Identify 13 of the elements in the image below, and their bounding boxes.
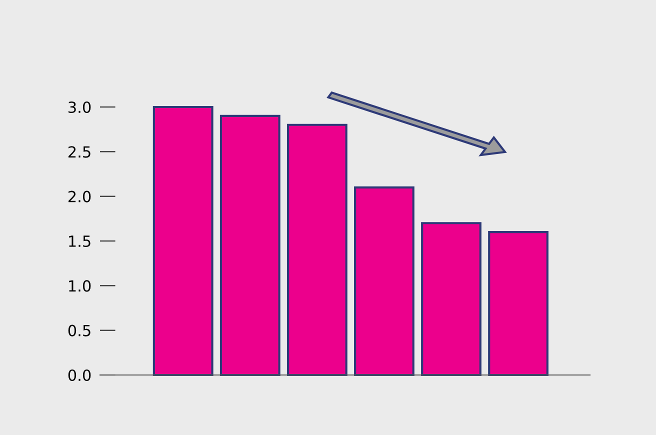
bar	[488, 231, 548, 376]
y-tick-label: 1.5	[69, 236, 90, 248]
bar	[220, 114, 280, 376]
y-tick-label: 2.5	[68, 146, 90, 158]
bar	[152, 106, 214, 376]
y-tick-label: 1.0	[69, 280, 91, 292]
y-tick-label: 2.0	[68, 190, 91, 202]
y-tick-label: 0.0	[68, 369, 91, 382]
y-tick-label: 0.5	[68, 324, 90, 336]
bar	[354, 186, 414, 376]
bar	[286, 124, 348, 376]
bar	[421, 222, 482, 376]
y-tick-label: 3.0	[68, 101, 91, 114]
